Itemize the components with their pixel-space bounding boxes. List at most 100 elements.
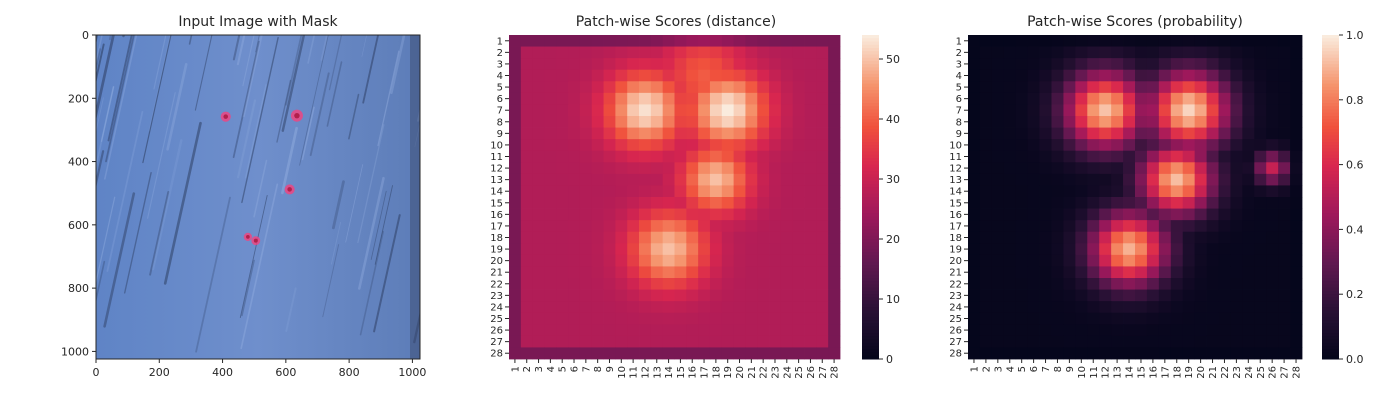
heatmap-cell: [721, 335, 735, 348]
heatmap-cell: [1278, 185, 1291, 198]
heatmap-cell: [603, 324, 616, 337]
colorbar-segment: [862, 70, 879, 75]
colorbar-segment: [1322, 258, 1339, 263]
colorbar-segment: [862, 245, 879, 250]
heatmap-cell: [579, 139, 593, 152]
heatmap-cell: [698, 139, 711, 152]
heatmap-cell: [1266, 150, 1279, 163]
colorbar-segment: [862, 60, 879, 65]
heatmap-cell: [828, 243, 841, 256]
y-tick-label: 26: [949, 326, 962, 337]
colorbar-segment: [1322, 349, 1339, 354]
heatmap-cell: [1242, 35, 1255, 47]
texture-streak: [373, 214, 401, 333]
colorbar-segment: [1322, 203, 1339, 208]
heatmap-cell: [639, 335, 652, 348]
heatmap-cell: [733, 335, 746, 348]
heatmap-cell: [968, 197, 981, 209]
heatmap-cell: [579, 46, 593, 59]
heatmap-cell: [1254, 289, 1267, 302]
heatmap-cell: [639, 127, 652, 140]
heatmap-cell: [1075, 58, 1088, 71]
texture-streak: [361, 35, 367, 57]
y-tick-label: 28: [949, 349, 962, 360]
heatmap-cell: [579, 116, 593, 128]
y-tick-label: 21: [949, 268, 962, 279]
heatmap-cell: [1146, 335, 1160, 348]
x-tick-label: 12: [640, 366, 651, 379]
colorbar-segment: [1322, 80, 1339, 85]
heatmap-cell: [1039, 69, 1052, 82]
heatmap-cell: [1158, 69, 1172, 82]
heatmap-cell: [804, 254, 817, 267]
heatmap-cell: [674, 116, 687, 128]
texture-streak: [345, 164, 364, 243]
heatmap-cell: [1290, 92, 1303, 105]
heatmap-cell: [1111, 208, 1124, 221]
heatmap-cell: [1206, 185, 1219, 198]
heatmap-cell: [579, 150, 593, 163]
heatmap-cell: [556, 162, 569, 175]
heatmap-cell: [1266, 46, 1279, 59]
heatmap-cell: [1051, 185, 1064, 198]
heatmap-cell: [733, 347, 746, 360]
heatmap-cell: [1218, 243, 1231, 256]
heatmap-cell: [1230, 301, 1243, 314]
heatmap-cell: [532, 278, 545, 290]
heatmap-cell: [1266, 127, 1279, 140]
x-tick-label: 1000: [398, 366, 426, 379]
heatmap-cell: [1206, 150, 1219, 163]
y-tick-label: 9: [497, 129, 503, 140]
heatmap-cell: [769, 231, 782, 244]
heatmap-cell: [816, 127, 829, 140]
texture-streak: [96, 35, 115, 121]
heatmap-cell: [556, 278, 569, 290]
colorbar-segment: [1322, 77, 1339, 81]
heatmap-cell: [686, 266, 699, 279]
heatmap-cell: [968, 254, 981, 267]
heatmap-cell: [1051, 69, 1064, 82]
heatmap-cell: [1242, 254, 1255, 267]
colorbar-segment: [1322, 326, 1339, 331]
heatmap-cell: [1206, 324, 1219, 337]
heatmap-cell: [792, 289, 805, 302]
heatmap-cell: [591, 301, 604, 314]
heatmap-cell: [650, 127, 664, 140]
heatmap-cell: [804, 324, 817, 337]
heatmap-cell: [698, 266, 711, 279]
heatmap-cell: [568, 150, 581, 163]
heatmap-cell: [1146, 116, 1160, 128]
heatmap-cell: [816, 162, 829, 175]
colorbar-segment: [862, 261, 879, 266]
heatmap-cell: [1063, 185, 1076, 198]
heatmap-cell: [1075, 35, 1088, 47]
heatmap-cell: [1135, 92, 1148, 105]
heatmap-cell: [627, 162, 640, 175]
heatmap-cell: [1170, 116, 1184, 128]
heatmap-cell: [544, 116, 557, 128]
heatmap-cell: [1135, 173, 1148, 186]
colorbar-segment: [1322, 161, 1339, 166]
heatmap-cell: [1099, 301, 1112, 314]
heatmap-cell: [1158, 278, 1172, 290]
heatmap-cell: [1242, 289, 1255, 302]
heatmap-cell: [674, 81, 687, 94]
colorbar-segment: [1322, 187, 1339, 192]
heatmap-cell: [1290, 46, 1303, 59]
heatmap-cell: [1290, 162, 1303, 175]
heatmap-cell: [780, 220, 794, 233]
heatmap-cell: [709, 254, 723, 267]
heatmap-cell: [1111, 81, 1124, 94]
heatmap-cell: [579, 312, 593, 325]
heatmap-cell: [1290, 324, 1303, 337]
colorbar-segment: [862, 44, 879, 49]
heatmap-cell: [1206, 46, 1219, 59]
heatmap-cell: [556, 243, 569, 256]
heatmap-cell: [769, 335, 782, 348]
heatmap-cell: [1194, 254, 1207, 267]
heatmap-cell: [1087, 324, 1100, 337]
heatmap-cell: [1242, 185, 1255, 198]
heatmap-cell: [721, 35, 735, 47]
heatmap-cell: [520, 162, 534, 175]
heatmap-cell: [745, 347, 758, 360]
